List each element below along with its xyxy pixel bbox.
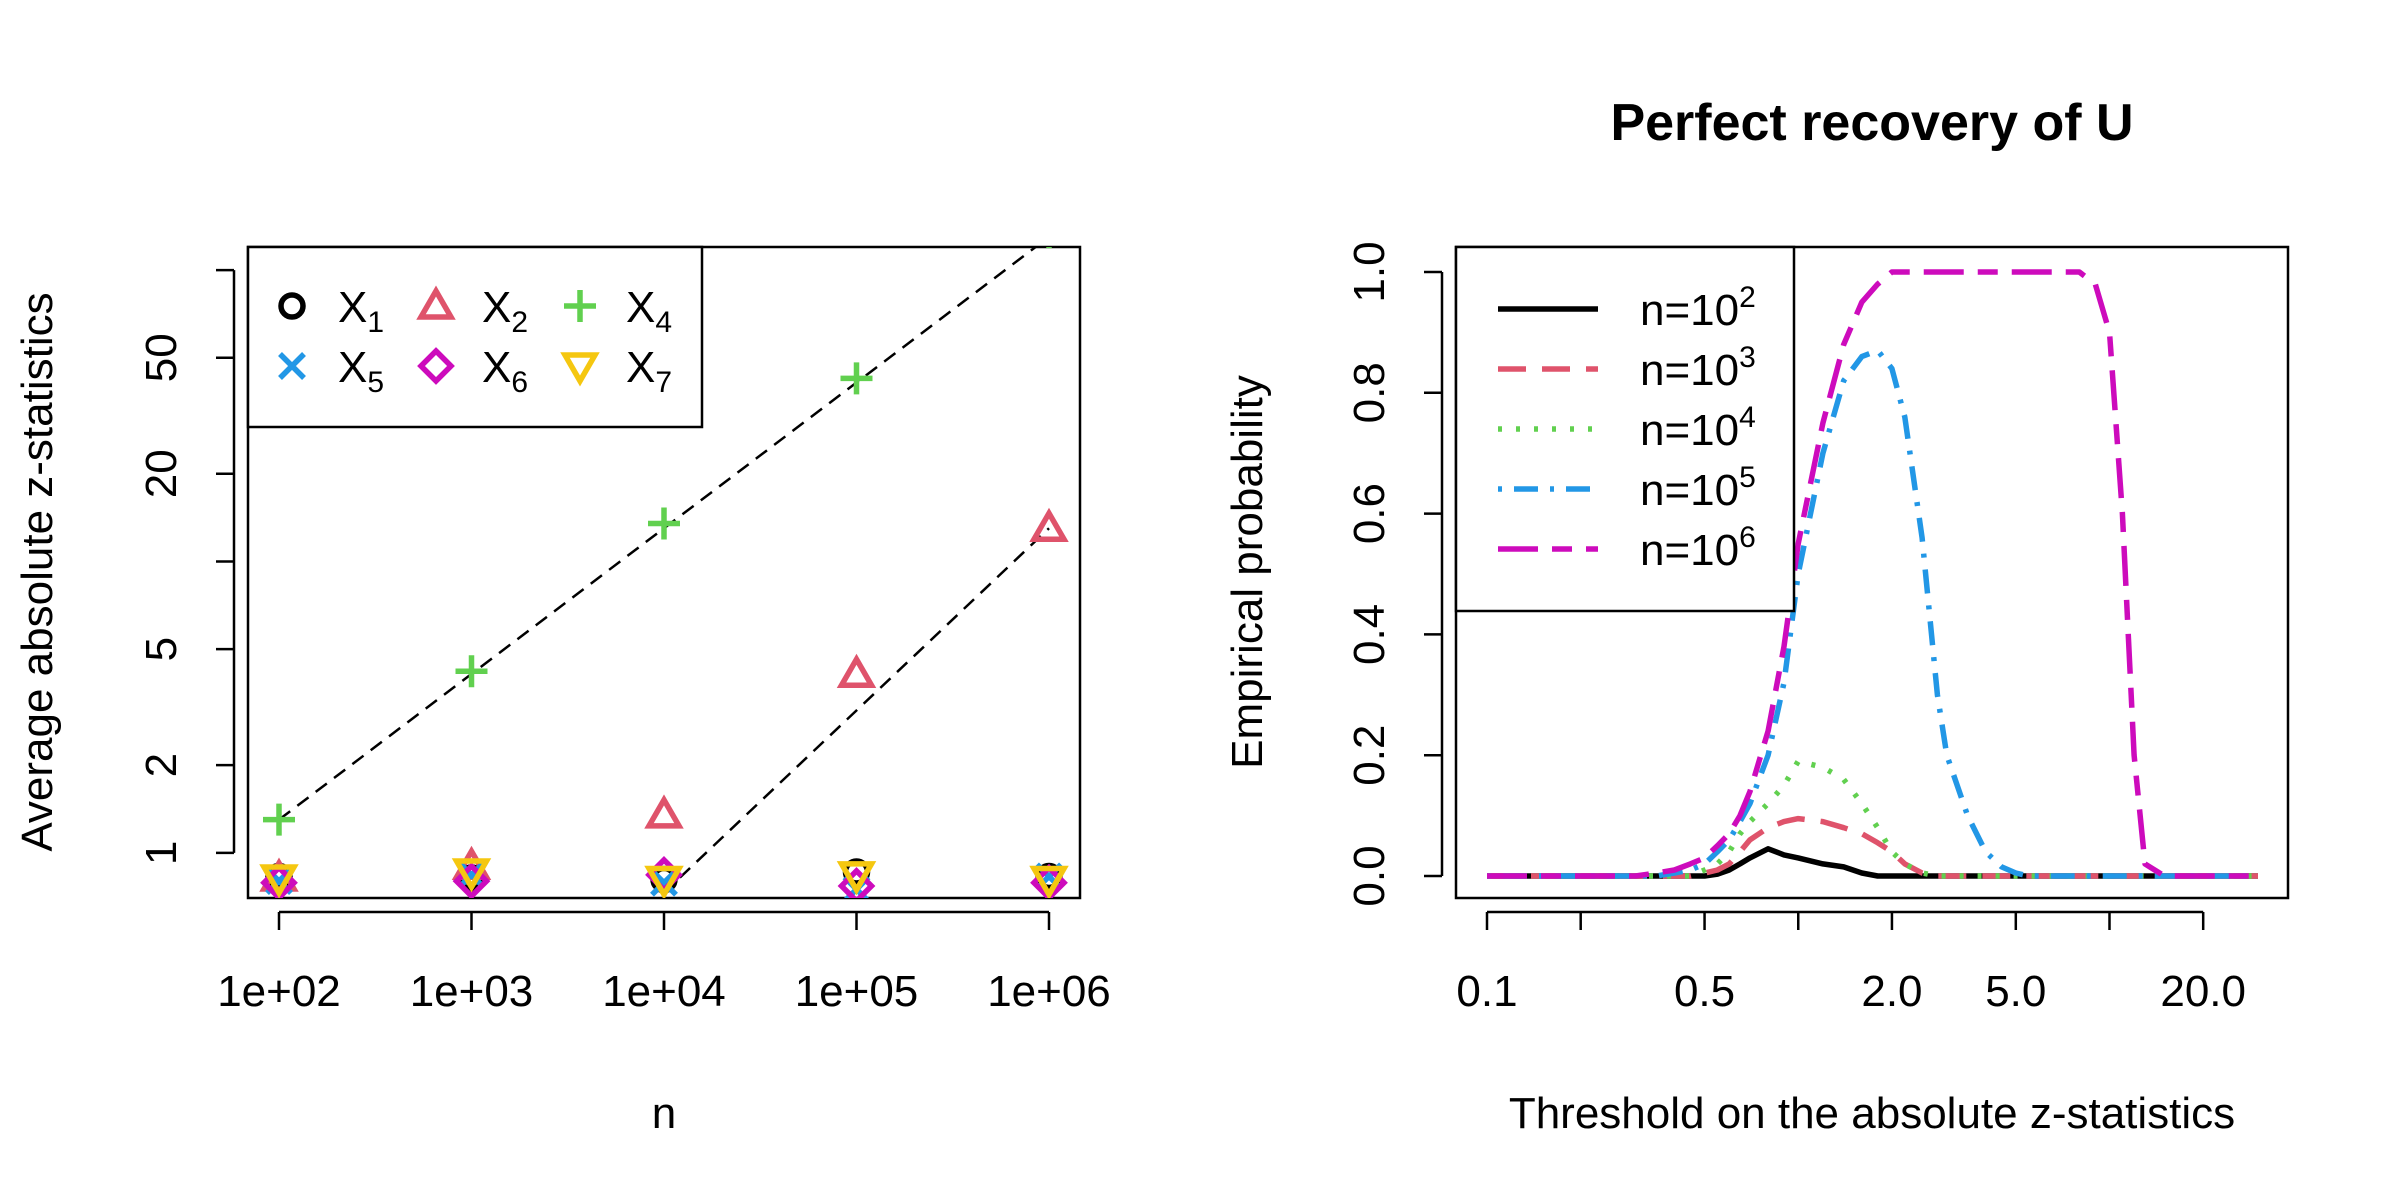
point-x7 <box>836 861 877 896</box>
right-series-lines <box>1487 269 2258 879</box>
point-x4 <box>263 803 295 836</box>
left-data-points <box>259 247 1069 898</box>
legend-symbol-x1 <box>278 292 306 320</box>
right-y-tick-label: 0.4 <box>1345 604 1394 665</box>
right-legend-items: n=102 n=103 n=104 n=105 n=106 <box>1498 281 1756 575</box>
left-y-axis-label: Average absolute z-statistics <box>13 292 62 851</box>
legend-label-4: n=104 <box>1640 401 1756 455</box>
point-x7 <box>451 858 492 893</box>
point-x4 <box>840 362 873 395</box>
right-legend: n=102 n=103 n=104 n=105 n=106 <box>1454 245 1796 613</box>
left-x-tick-label: 1e+02 <box>217 967 341 1016</box>
point-x5 <box>457 860 486 889</box>
legend-symbol-x2 <box>416 285 456 320</box>
left-y-tick-label: 2 <box>137 753 186 777</box>
right-y-tick-label: 1.0 <box>1345 241 1394 302</box>
point-x6 <box>837 867 876 898</box>
legend-symbol-x6 <box>417 347 455 385</box>
right-x-tick-label: 20.0 <box>2160 967 2246 1016</box>
point-x7 <box>1029 865 1069 898</box>
point-x6 <box>452 862 491 898</box>
right-x-axis: 0.1 0.5 2.0 5.0 20.0 <box>1456 910 2246 1016</box>
legend-label-3: n=103 <box>1640 341 1756 395</box>
legend-label-x1: X1 <box>338 283 384 339</box>
left-x-tick-label: 1e+05 <box>795 967 919 1016</box>
point-x4 <box>648 507 680 540</box>
point-x2 <box>644 794 684 829</box>
left-y-tick-label: 20 <box>137 449 186 498</box>
right-y-tick-label: 0.6 <box>1345 483 1394 544</box>
legend-symbol-x7 <box>560 352 600 387</box>
point-x2 <box>836 653 877 689</box>
left-x-tick-label: 1e+03 <box>410 967 534 1016</box>
right-chart: Perfect recovery of U 0.1 0.5 2.0 5.0 20.0 0… <box>1223 94 2290 1138</box>
left-x-tick-label: 1e+06 <box>987 967 1111 1016</box>
left-legend-box <box>246 245 704 429</box>
left-y-tick-label: 50 <box>137 333 186 382</box>
right-y-tick-label: 0.8 <box>1345 362 1394 423</box>
point-x4 <box>455 655 488 688</box>
left-chart: 1e+02 1e+03 1e+04 1e+05 1e+06 1 2 5 20 50 n Aver… <box>13 245 1111 1138</box>
series-line-4 <box>1487 758 2258 879</box>
right-x-tick-label: 5.0 <box>1985 967 2046 1016</box>
right-y-tick-label: 0.2 <box>1345 725 1394 786</box>
right-x-tick-label: 0.5 <box>1674 967 1735 1016</box>
right-y-tick-label: 0.0 <box>1345 845 1394 906</box>
left-y-tick-label: 5 <box>137 637 186 661</box>
right-y-axis-label: Empirical probability <box>1223 375 1272 769</box>
legend-label-5: n=105 <box>1640 461 1756 515</box>
right-chart-title: Perfect recovery of U <box>1610 94 2133 152</box>
legend-symbol-x5 <box>278 352 306 380</box>
right-y-axis: 0.0 0.2 0.4 0.6 0.8 1.0 <box>1345 241 1444 907</box>
point-x5 <box>650 868 678 897</box>
left-y-axis: 1 2 5 20 50 <box>137 268 236 865</box>
series-line-6 <box>1487 269 2258 879</box>
point-x4 <box>1046 247 1052 249</box>
left-y-tick-label: 1 <box>137 841 186 865</box>
legend-label-2: n=102 <box>1640 281 1756 335</box>
point-x2 <box>1029 507 1069 543</box>
legend-symbol-x4 <box>564 290 596 322</box>
right-x-tick-label: 2.0 <box>1861 967 1922 1016</box>
legend-label-6: n=106 <box>1640 521 1756 575</box>
left-x-tick-label: 1e+04 <box>602 967 726 1016</box>
left-x-axis-label: n <box>652 1089 676 1138</box>
left-x-axis: 1e+02 1e+03 1e+04 1e+05 1e+06 <box>217 910 1111 1016</box>
right-x-tick-label: 0.1 <box>1456 967 1517 1016</box>
right-x-axis-label: Threshold on the absolute z-statistics <box>1509 1089 2235 1138</box>
point-x7 <box>259 864 299 898</box>
point-x7 <box>644 865 684 898</box>
series-line-5 <box>1487 347 2258 879</box>
series-line-2 <box>1487 846 2258 879</box>
